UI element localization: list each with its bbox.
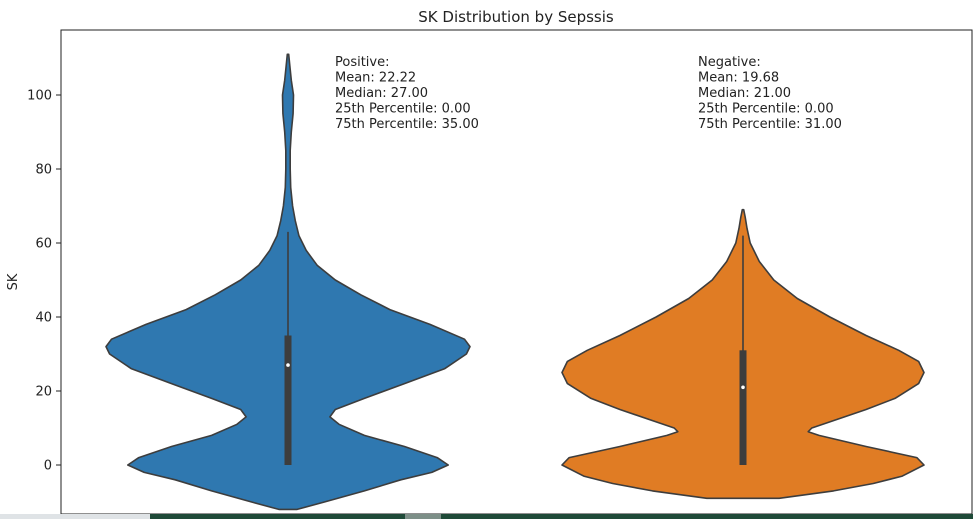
annotation-line: Negative: <box>698 55 761 70</box>
violin-positive <box>105 53 471 511</box>
annotation-line: 75th Percentile: 35.00 <box>335 117 479 132</box>
annotation-line: 25th Percentile: 0.00 <box>335 102 471 117</box>
violin-median-dot <box>286 363 290 367</box>
violin-iqr-box <box>284 335 292 465</box>
y-axis-label: SK <box>6 273 21 290</box>
taskbar-segment <box>405 514 441 519</box>
annotation-line: Mean: 19.68 <box>698 71 779 86</box>
annotation-line: Positive: <box>335 55 390 70</box>
chart-title: SK Distribution by Sepssis <box>418 8 614 26</box>
y-tick-label: 40 <box>35 311 52 326</box>
annotation-line: 25th Percentile: 0.00 <box>698 102 834 117</box>
violins <box>105 53 925 518</box>
annotation-line: Mean: 22.22 <box>335 71 416 86</box>
violin-median-dot <box>741 385 745 390</box>
taskbar <box>0 514 973 519</box>
y-tick-label: 80 <box>35 163 52 178</box>
y-axis: 0 20 40 60 80 100 <box>27 89 61 474</box>
annotation-line: Median: 21.00 <box>698 86 791 101</box>
taskbar-segment <box>0 514 150 519</box>
annotation-line: 75th Percentile: 31.00 <box>698 117 842 132</box>
y-tick-label: 60 <box>35 237 52 252</box>
y-tick-label: 20 <box>35 385 52 400</box>
y-tick-label: 0 <box>44 459 52 474</box>
y-tick-label: 100 <box>27 89 52 104</box>
violin-iqr-box <box>739 350 747 465</box>
violin-negative <box>561 208 925 500</box>
annotation-line: Median: 27.00 <box>335 86 428 101</box>
